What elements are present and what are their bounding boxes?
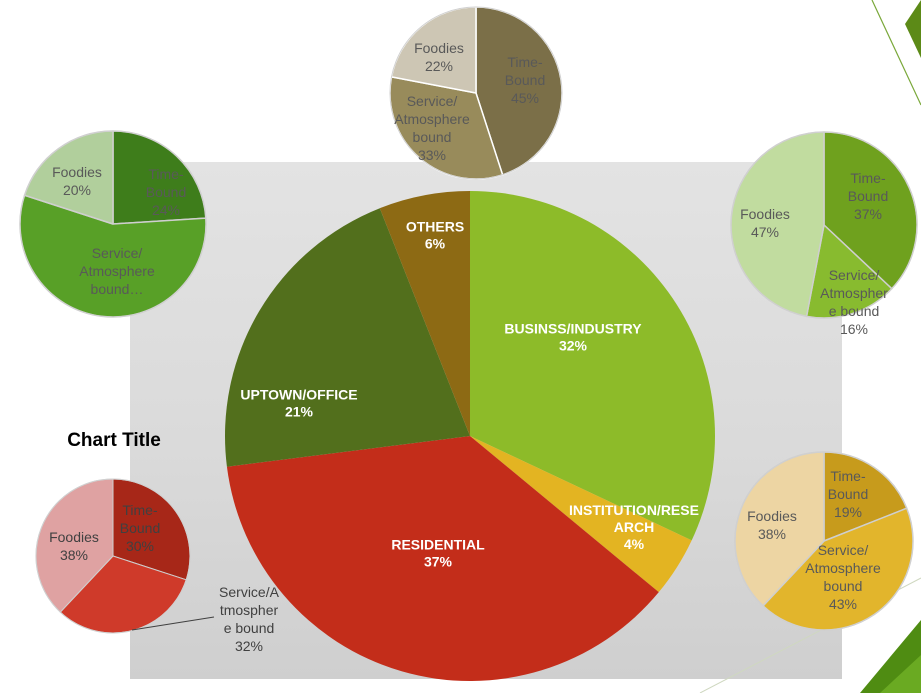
data-label-top-1: Service/Atmosphere bound 33% xyxy=(394,93,470,163)
data-label-chart-title-2: Foodies 38% xyxy=(49,529,99,563)
pie-outline-lower-right xyxy=(734,451,914,631)
pie-upper-right xyxy=(730,131,918,319)
pie-slice-main-0 xyxy=(470,191,715,541)
data-label-main-3: UPTOWN/OFFICE 21% xyxy=(240,386,357,419)
data-label-upper-left-0: Time-Bound 24% xyxy=(146,166,186,218)
data-label-upper-left-2: Foodies 20% xyxy=(52,164,102,198)
pie-chart-title xyxy=(35,478,191,634)
data-label-upper-right-2: Foodies 47% xyxy=(740,206,790,240)
pie-outline-top xyxy=(389,6,563,180)
data-label-main-2: RESIDENTIAL 37% xyxy=(391,536,485,569)
pie-main xyxy=(224,191,715,682)
chart-title: Chart Title xyxy=(67,430,161,451)
data-label-top-2: Foodies 22% xyxy=(414,40,464,74)
data-label-lower-right-2: Foodies 38% xyxy=(747,508,797,542)
pie-lower-right xyxy=(734,451,914,631)
data-label-main-0: BUSINSS/INDUSTRY 32% xyxy=(504,320,642,353)
pie-slice-main-2 xyxy=(226,436,659,682)
pie-slice-main-4 xyxy=(379,191,470,436)
data-label-upper-right-0: Time-Bound 37% xyxy=(848,170,888,222)
leader-line xyxy=(131,616,215,631)
pie-outline-upper-right xyxy=(730,131,918,319)
data-label-chart-title-0: Time-Bound 30% xyxy=(120,502,160,554)
pie-outline-chart-title xyxy=(35,478,191,634)
pie-slice-main-3 xyxy=(224,208,470,467)
pie-top xyxy=(389,6,563,180)
data-label-top-0: Time-Bound 45% xyxy=(505,54,545,106)
pie-outline-upper-left xyxy=(19,130,207,318)
pie-upper-left xyxy=(19,130,207,318)
data-label-upper-left-1: Service/Atmosphere bound… xyxy=(79,245,155,297)
data-label-main-4: OTHERS 6% xyxy=(406,218,464,251)
data-label-upper-right-1: Service/Atmospher e bound 16% xyxy=(820,267,888,337)
data-label-lower-right-1: Service/Atmosphere bound 43% xyxy=(805,542,881,612)
data-label-chart-title-1: Service/A tmospher e bound 32% xyxy=(219,584,280,654)
pie-slice-main-1 xyxy=(470,436,692,593)
data-label-main-1: INSTITUTION/RESE ARCH 4% xyxy=(569,502,699,552)
data-label-lower-right-0: Time-Bound 19% xyxy=(828,468,868,520)
